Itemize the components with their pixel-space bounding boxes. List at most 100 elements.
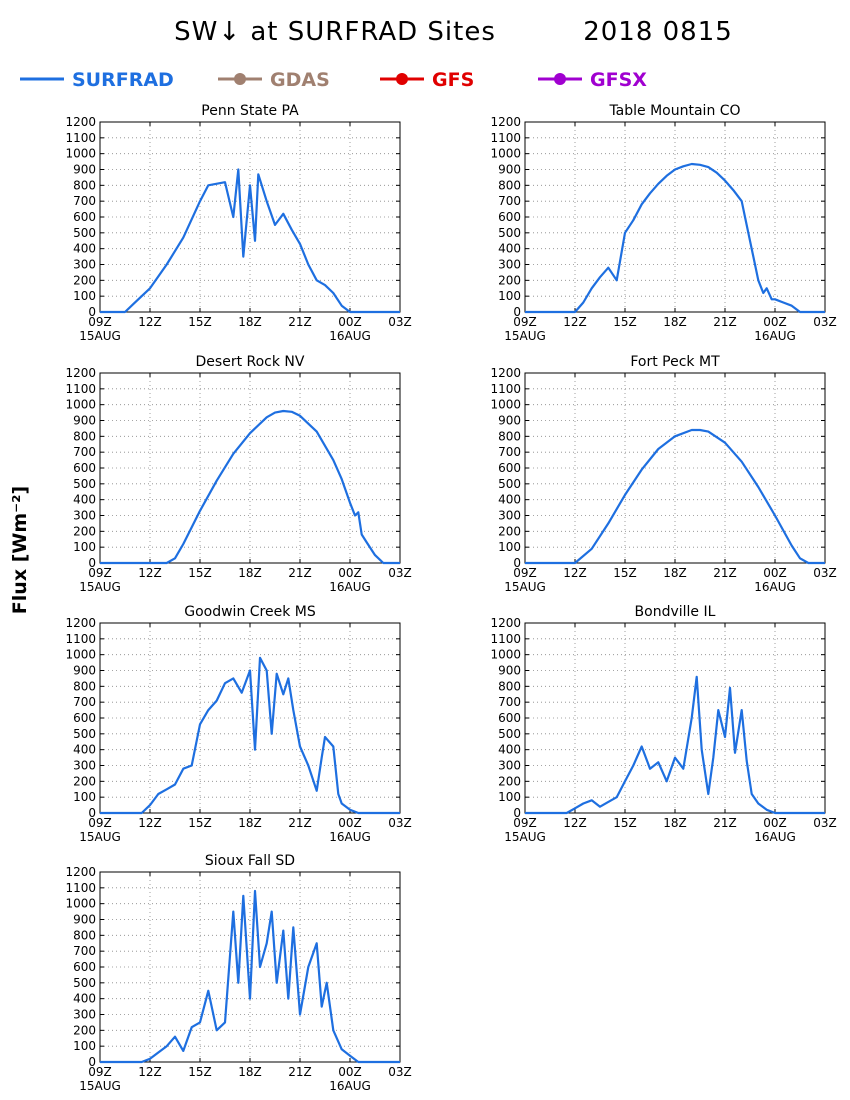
y-tick-label: 900 [73, 414, 96, 428]
x-tick-label: 21Z [713, 816, 737, 830]
y-tick-label: 1000 [65, 648, 96, 662]
x-tick-label: 03Z [813, 315, 837, 329]
y-tick-label: 800 [73, 178, 96, 192]
y-tick-label: 500 [498, 477, 521, 491]
y-tick-label: 200 [498, 774, 521, 788]
x-tick-label: 18Z [663, 315, 687, 329]
y-tick-label: 700 [73, 445, 96, 459]
legend-item-gdas: GDAS [218, 69, 330, 91]
x-tick-label: 15Z [188, 816, 212, 830]
y-tick-label: 500 [73, 477, 96, 491]
x-tick-label: 21Z [288, 566, 312, 580]
y-axis-label: Flux [Wm⁻²] [9, 486, 31, 614]
y-tick-label: 600 [498, 711, 521, 725]
y-tick-label: 100 [498, 790, 521, 804]
x-tick-label: 15Z [188, 566, 212, 580]
x-tick-label: 09Z [513, 566, 537, 580]
x-tick-date-label: 15AUG [79, 830, 121, 844]
x-tick-label: 03Z [813, 566, 837, 580]
y-tick-label: 400 [73, 493, 96, 507]
y-tick-label: 1100 [490, 382, 521, 396]
x-tick-label: 00Z [763, 566, 787, 580]
y-tick-label: 1200 [65, 366, 96, 380]
legend-label: GFSX [590, 69, 647, 91]
x-tick-label: 18Z [663, 816, 687, 830]
y-tick-label: 700 [73, 194, 96, 208]
x-tick-date-label: 16AUG [754, 329, 796, 343]
y-tick-label: 200 [498, 273, 521, 287]
legend-marker [554, 73, 566, 85]
x-tick-label: 09Z [88, 566, 112, 580]
panel-table-mountain-co: Table Mountain CO01002003004005006007008… [490, 103, 836, 343]
y-tick-label: 0 [513, 806, 521, 820]
x-tick-label: 03Z [813, 816, 837, 830]
y-tick-label: 0 [513, 305, 521, 319]
y-tick-label: 1000 [490, 147, 521, 161]
x-tick-label: 03Z [388, 816, 412, 830]
x-tick-date-label: 16AUG [329, 830, 371, 844]
x-tick-label: 00Z [763, 816, 787, 830]
y-tick-label: 700 [73, 944, 96, 958]
y-tick-label: 200 [73, 1023, 96, 1037]
x-tick-label: 12Z [138, 816, 162, 830]
x-tick-label: 15Z [613, 566, 637, 580]
y-tick-label: 1100 [65, 382, 96, 396]
y-tick-label: 1000 [65, 147, 96, 161]
y-tick-label: 1200 [490, 115, 521, 129]
series-line-surfrad [525, 428, 825, 565]
y-tick-label: 300 [498, 509, 521, 523]
figure-date: 2018 0815 [583, 17, 733, 47]
panel-penn-state-pa: Penn State PA010020030040050060070080090… [65, 103, 411, 343]
x-tick-label: 21Z [713, 566, 737, 580]
y-tick-label: 400 [73, 992, 96, 1006]
y-tick-label: 600 [73, 461, 96, 475]
series-line-surfrad [100, 409, 400, 565]
y-tick-label: 100 [498, 540, 521, 554]
panel-title: Fort Peck MT [630, 354, 720, 370]
x-tick-label: 00Z [338, 1065, 362, 1079]
x-tick-date-label: 15AUG [79, 580, 121, 594]
y-tick-label: 200 [498, 524, 521, 538]
y-tick-label: 700 [73, 695, 96, 709]
panel-title: Bondville IL [635, 604, 716, 620]
y-tick-label: 1100 [490, 131, 521, 145]
x-tick-label: 00Z [763, 315, 787, 329]
x-tick-date-label: 15AUG [79, 1079, 121, 1093]
y-tick-label: 0 [88, 1055, 96, 1069]
x-tick-label: 09Z [513, 315, 537, 329]
x-tick-label: 18Z [238, 1065, 262, 1079]
x-tick-label: 18Z [238, 816, 262, 830]
y-tick-label: 300 [73, 1008, 96, 1022]
series-line-surfrad [525, 675, 825, 815]
x-tick-label: 09Z [88, 816, 112, 830]
x-tick-label: 12Z [138, 1065, 162, 1079]
panel-sioux-fall-sd: Sioux Fall SD010020030040050060070080090… [65, 853, 411, 1093]
y-tick-label: 0 [88, 806, 96, 820]
y-tick-label: 400 [73, 743, 96, 757]
y-tick-label: 600 [73, 711, 96, 725]
panel-title: Sioux Fall SD [205, 853, 295, 869]
panel-bondville-il: Bondville IL0100200300400500600700800900… [490, 604, 836, 844]
y-tick-label: 100 [73, 540, 96, 554]
figure-title: SW↓ at SURFRAD Sites [174, 17, 496, 47]
y-tick-label: 800 [73, 429, 96, 443]
panel-title: Goodwin Creek MS [184, 604, 316, 620]
y-tick-label: 600 [498, 210, 521, 224]
y-tick-label: 400 [498, 242, 521, 256]
y-tick-label: 300 [73, 759, 96, 773]
x-tick-label: 00Z [338, 566, 362, 580]
panel-desert-rock-nv: Desert Rock NV01002003004005006007008009… [65, 354, 411, 594]
y-tick-label: 800 [498, 679, 521, 693]
x-tick-label: 15Z [613, 315, 637, 329]
y-tick-label: 400 [73, 242, 96, 256]
x-tick-date-label: 15AUG [504, 329, 546, 343]
x-tick-label: 09Z [513, 816, 537, 830]
y-tick-label: 600 [498, 461, 521, 475]
legend-label: SURFRAD [72, 69, 174, 91]
x-tick-label: 03Z [388, 566, 412, 580]
x-tick-label: 21Z [288, 315, 312, 329]
x-tick-label: 15Z [188, 315, 212, 329]
legend: SURFRAD GDAS GFS GFSX [20, 69, 647, 91]
x-tick-label: 12Z [563, 566, 587, 580]
y-tick-label: 700 [498, 445, 521, 459]
